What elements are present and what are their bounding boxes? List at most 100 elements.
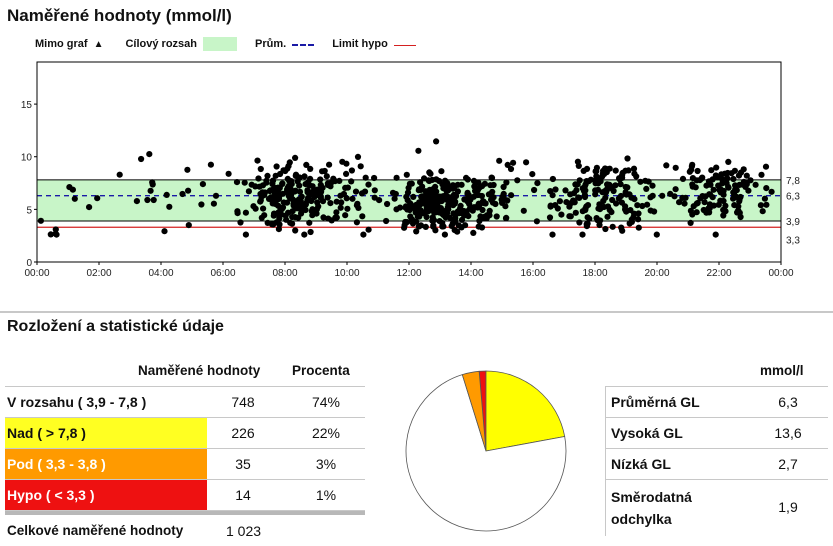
data-point xyxy=(198,201,205,208)
data-point xyxy=(330,175,337,182)
data-point xyxy=(307,228,314,236)
total-label: Celkové naměřené hodnoty xyxy=(7,523,184,538)
data-point xyxy=(306,182,313,189)
data-point xyxy=(613,200,620,207)
data-point xyxy=(461,196,468,203)
data-point xyxy=(623,208,630,215)
data-point xyxy=(635,224,642,231)
data-point xyxy=(582,205,589,212)
header-divider xyxy=(5,386,365,387)
data-point xyxy=(625,167,632,174)
data-point xyxy=(649,192,656,199)
gl-row-label: Průměrná GL xyxy=(611,394,700,410)
data-point xyxy=(582,181,589,188)
data-point xyxy=(289,213,296,221)
data-point xyxy=(596,221,603,229)
data-point xyxy=(741,180,749,187)
data-point xyxy=(427,203,434,210)
data-point xyxy=(462,222,469,229)
distribution-row-percent: 74% xyxy=(311,394,341,410)
data-point xyxy=(624,155,631,162)
data-point xyxy=(574,158,582,165)
data-point xyxy=(490,194,497,201)
data-point xyxy=(671,193,678,200)
data-point xyxy=(682,194,689,201)
legend-hypo-label: Limit hypo xyxy=(332,38,388,50)
data-point xyxy=(149,179,156,186)
data-point xyxy=(709,194,716,201)
data-point xyxy=(269,177,277,184)
distribution-row-count: 35 xyxy=(235,456,251,472)
data-point xyxy=(576,219,583,226)
data-point xyxy=(759,208,766,215)
data-point xyxy=(392,190,399,198)
data-point xyxy=(273,163,280,170)
data-point xyxy=(639,202,646,210)
data-point xyxy=(502,215,510,222)
y-tick-label: 10 xyxy=(21,153,33,164)
data-point xyxy=(348,167,355,174)
data-point xyxy=(304,197,311,204)
data-point xyxy=(712,172,720,179)
data-point xyxy=(451,227,458,234)
data-point xyxy=(411,205,418,212)
data-point xyxy=(689,211,696,218)
data-point xyxy=(720,191,727,198)
data-point xyxy=(354,200,361,207)
data-point xyxy=(410,193,417,200)
data-point xyxy=(371,174,378,182)
data-point xyxy=(245,188,252,195)
data-point xyxy=(424,192,431,199)
data-point xyxy=(333,198,340,205)
data-point xyxy=(604,203,612,210)
data-point xyxy=(533,218,541,225)
data-point xyxy=(415,223,422,230)
data-point xyxy=(608,209,615,216)
data-point xyxy=(166,203,173,210)
data-point xyxy=(475,191,482,198)
data-point xyxy=(635,216,642,223)
data-point xyxy=(672,186,679,193)
data-point xyxy=(554,205,561,212)
data-point xyxy=(285,163,292,170)
data-point xyxy=(676,199,683,206)
data-point xyxy=(299,205,306,212)
data-point xyxy=(736,196,743,203)
data-point xyxy=(295,196,302,203)
data-point xyxy=(562,187,569,194)
distribution-row-label: Hypo ( < 3,3 ) xyxy=(5,480,207,510)
data-point xyxy=(257,165,264,173)
data-point xyxy=(500,183,507,191)
data-point xyxy=(237,219,244,226)
data-point xyxy=(689,161,696,168)
data-point xyxy=(292,187,299,194)
data-point xyxy=(481,180,488,187)
data-point xyxy=(353,219,360,226)
gl-row-divider xyxy=(605,417,828,418)
data-point xyxy=(116,171,123,178)
data-point xyxy=(745,187,752,194)
data-point xyxy=(306,219,313,226)
data-point xyxy=(444,196,451,203)
data-point xyxy=(604,213,611,220)
section-divider xyxy=(0,311,833,313)
data-point xyxy=(631,170,638,177)
x-tick-label: 08:00 xyxy=(272,268,297,279)
data-point xyxy=(416,186,423,193)
data-point xyxy=(618,224,625,231)
data-point xyxy=(710,202,718,209)
data-point xyxy=(452,198,459,205)
data-point xyxy=(743,172,750,179)
data-point xyxy=(144,196,151,204)
data-point xyxy=(566,203,573,210)
chart-title: Naměřené hodnoty (mmol/l) xyxy=(7,6,232,25)
data-point xyxy=(583,165,591,172)
data-point xyxy=(508,192,515,199)
pie-slice xyxy=(485,370,566,452)
data-point xyxy=(146,151,153,158)
data-point xyxy=(242,231,249,238)
data-point xyxy=(163,191,170,198)
data-point xyxy=(352,188,360,195)
data-point xyxy=(602,187,609,195)
data-point xyxy=(450,218,457,225)
